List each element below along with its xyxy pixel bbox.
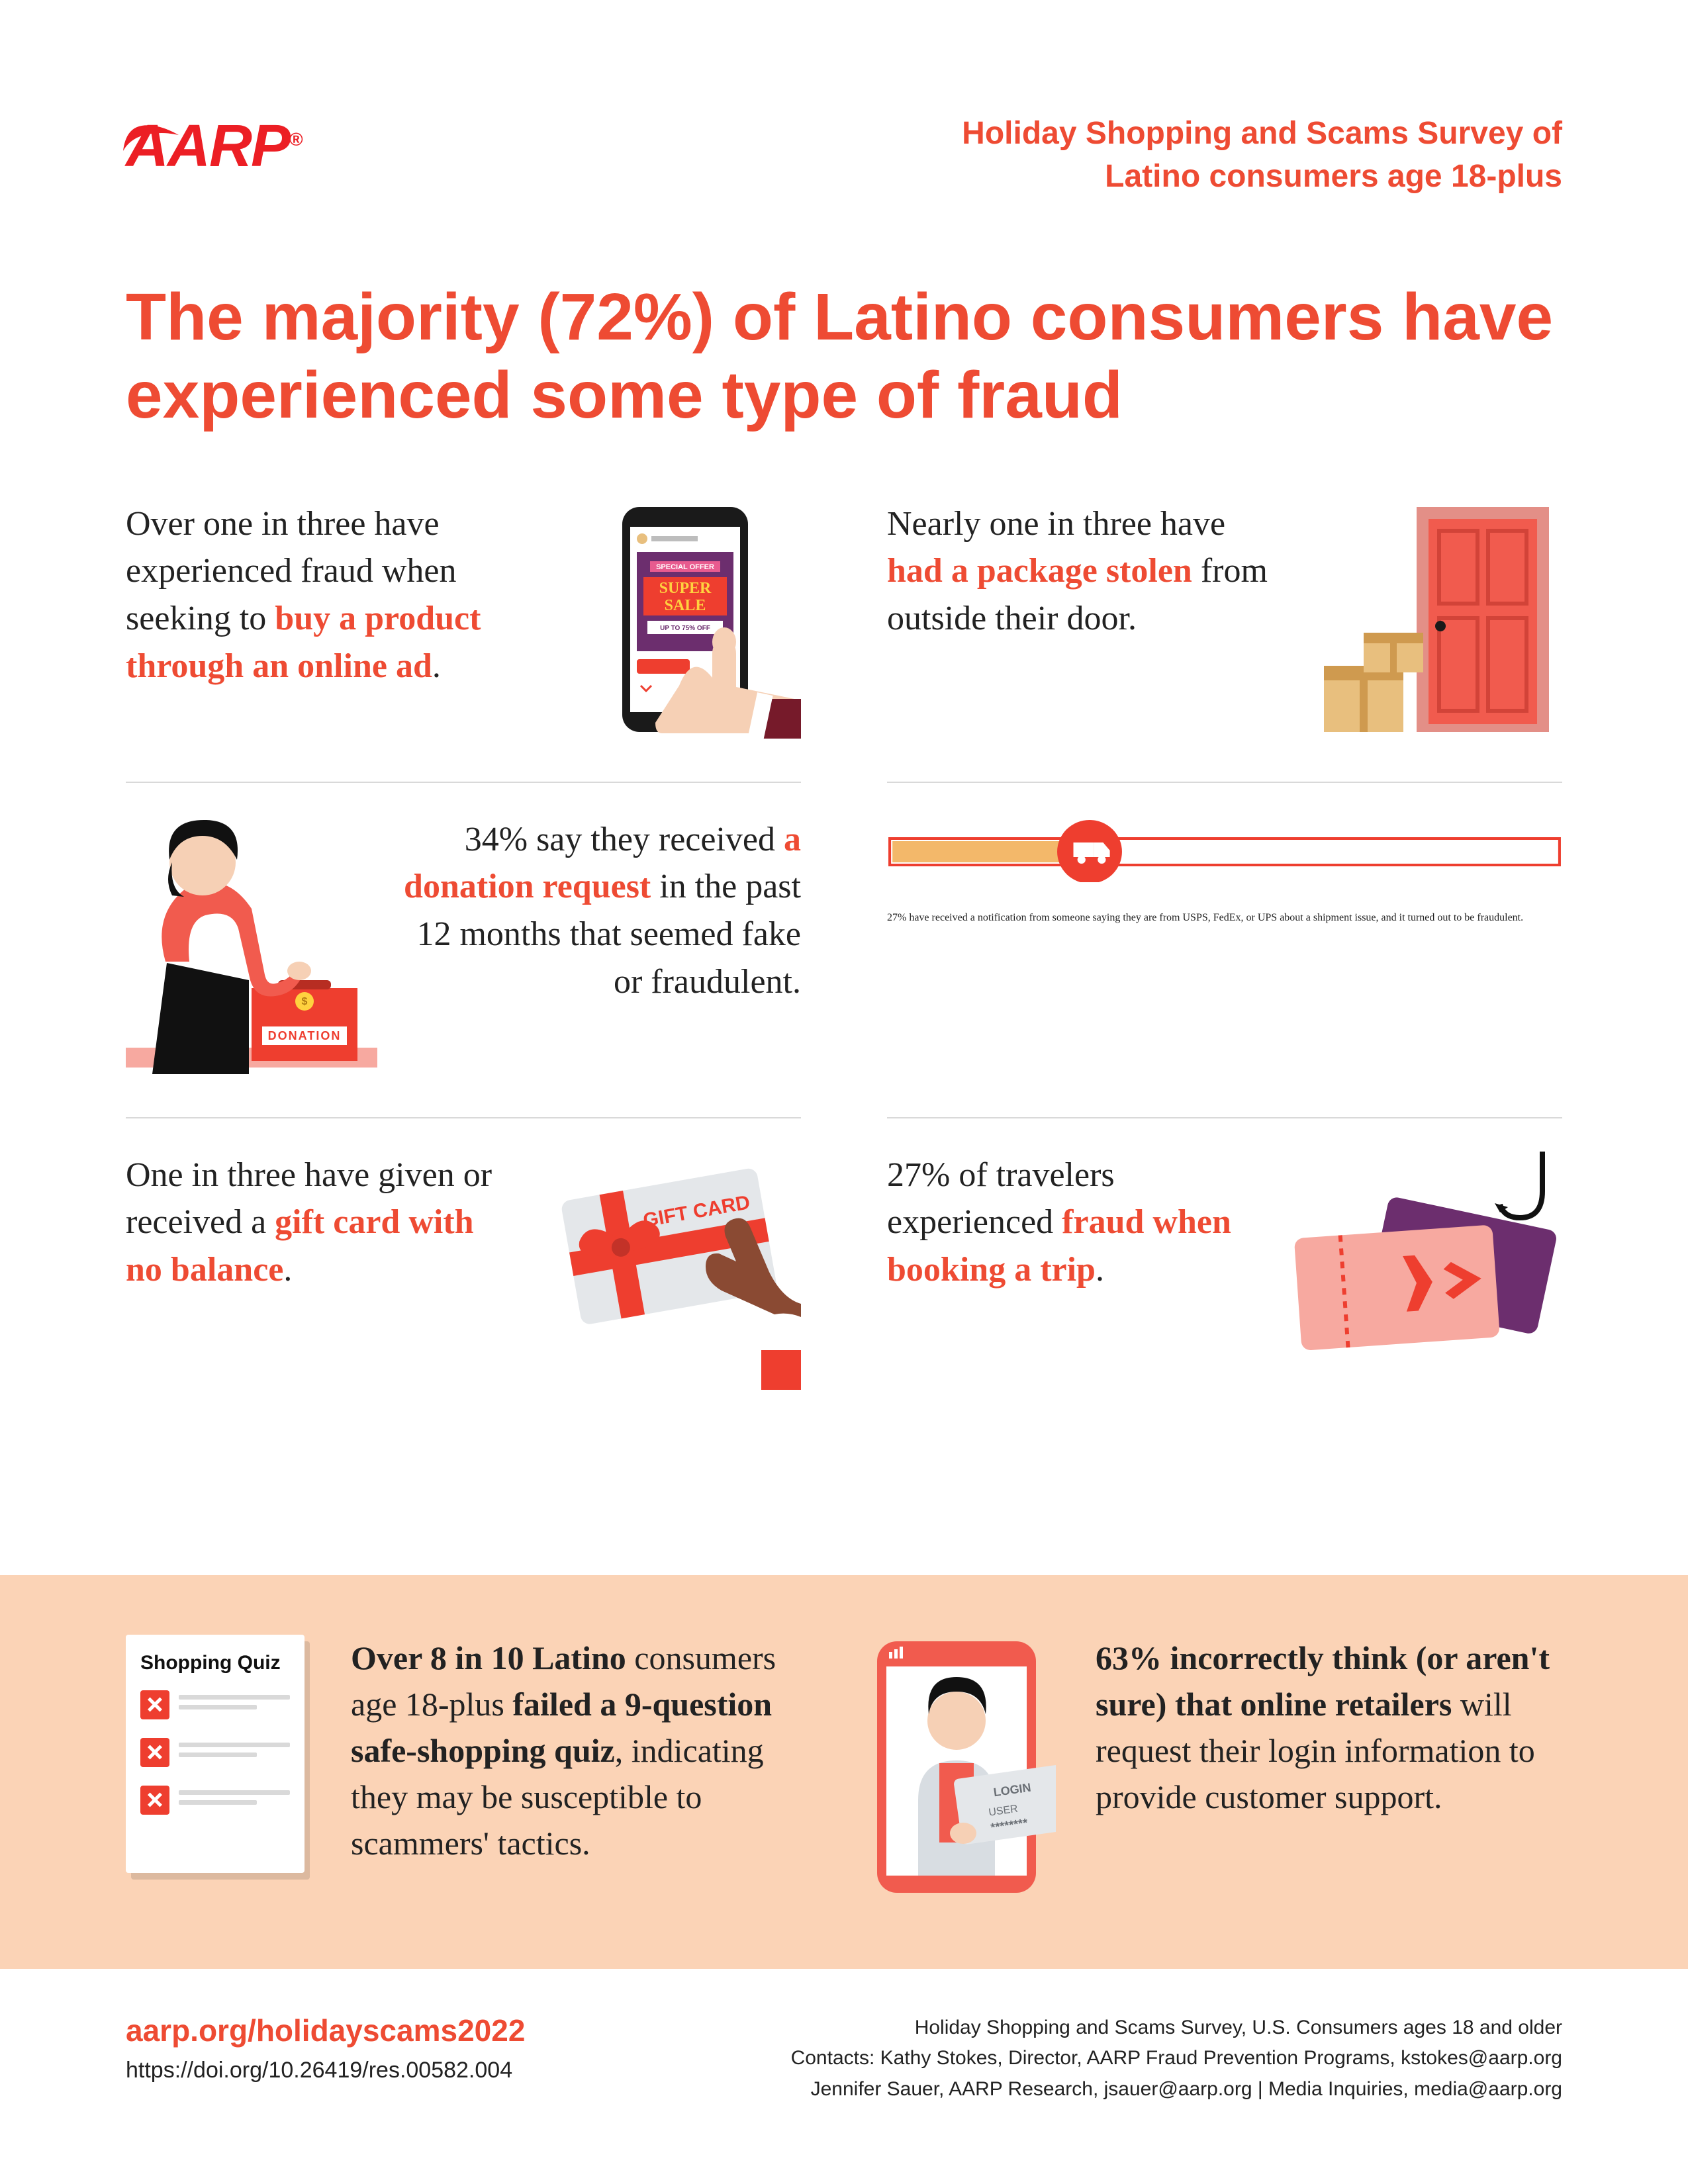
quiz-card-icon: Shopping Quiz	[126, 1635, 305, 1873]
stat-grid: Over one in three have experienced fraud…	[126, 500, 1562, 1433]
peach-left-text: Over 8 in 10 Latino consumers age 18-plu…	[351, 1635, 818, 1866]
svg-text:DONATION: DONATION	[268, 1029, 342, 1042]
footer-url: aarp.org/holidayscams2022	[126, 2013, 525, 2048]
footer-right: Holiday Shopping and Scams Survey, U.S. …	[791, 2013, 1562, 2105]
header: AARP® Holiday Shopping and Scams Survey …	[126, 113, 1562, 199]
quiz-row	[140, 1786, 290, 1815]
logo-registered: ®	[289, 129, 302, 150]
stat-giftcard-text: One in three have given or received a gi…	[126, 1152, 496, 1294]
footer-line: Jennifer Sauer, AARP Research, jsauer@aa…	[791, 2074, 1562, 2105]
stat-package-text: Nearly one in three have had a package s…	[887, 500, 1271, 643]
svg-text:SPECIAL OFFER: SPECIAL OFFER	[656, 563, 714, 571]
donation-icon: $ DONATION	[126, 816, 377, 1077]
x-icon	[140, 1690, 169, 1719]
stat-donation-text: 34% say they received a donation request…	[404, 816, 801, 1006]
survey-title: Holiday Shopping and Scams Survey of Lat…	[962, 113, 1562, 199]
login-phone-icon: LOGIN USER ********	[857, 1635, 1056, 1903]
svg-text:SUPER: SUPER	[659, 580, 712, 597]
stat-online-ad-text: Over one in three have experienced fraud…	[126, 500, 536, 690]
stat-shipment-text: 27% have received a notification from so…	[887, 912, 1562, 924]
stat-giftcard: One in three have given or received a gi…	[126, 1117, 801, 1433]
footer-line: Holiday Shopping and Scams Survey, U.S. …	[791, 2013, 1562, 2044]
logo-letters: AARP	[126, 113, 289, 179]
x-icon	[140, 1786, 169, 1815]
quiz-row	[140, 1738, 290, 1767]
giftcard-icon: GIFT CARD	[523, 1152, 801, 1393]
stat-shipment: 27% have received a notification from so…	[887, 782, 1562, 1117]
quiz-row	[140, 1690, 290, 1719]
peach-right-text: 63% incorrectly think (or aren't sure) t…	[1096, 1635, 1562, 1820]
svg-text:SALE: SALE	[665, 597, 706, 614]
stat-package-stolen: Nearly one in three have had a package s…	[887, 500, 1562, 782]
footer-doi: https://doi.org/10.26419/res.00582.004	[126, 2058, 525, 2083]
shipment-progress-icon	[887, 816, 1562, 886]
stat-travel-text: 27% of travelers experienced fraud when …	[887, 1152, 1231, 1294]
survey-title-line1: Holiday Shopping and Scams Survey of	[962, 116, 1562, 151]
aarp-logo: AARP®	[126, 113, 302, 181]
travel-ticket-icon	[1258, 1152, 1562, 1367]
survey-title-line2: Latino consumers age 18-plus	[1105, 159, 1562, 194]
phone-ad-icon: SPECIAL OFFER SUPER SALE UP TO 75% OFF	[563, 500, 801, 742]
peach-band: Shopping Quiz Over 8 in 10 Latino consum…	[0, 1575, 1688, 1969]
headline: The majority (72%) of Latino consumers h…	[126, 278, 1562, 434]
logo-text: AARP®	[126, 113, 302, 179]
stat-travel: 27% of travelers experienced fraud when …	[887, 1117, 1562, 1433]
footer-line: Contacts: Kathy Stokes, Director, AARP F…	[791, 2043, 1562, 2074]
svg-text:$: $	[302, 996, 308, 1007]
page: AARP® Holiday Shopping and Scams Survey …	[0, 0, 1688, 2184]
door-package-icon	[1297, 500, 1562, 742]
svg-text:UP TO 75% OFF: UP TO 75% OFF	[660, 625, 710, 632]
footer: aarp.org/holidayscams2022 https://doi.or…	[126, 2013, 1562, 2105]
stat-donation: $ DONATION 34% say they received a don	[126, 782, 801, 1117]
footer-left: aarp.org/holidayscams2022 https://doi.or…	[126, 2013, 525, 2083]
x-icon	[140, 1738, 169, 1767]
stat-online-ad: Over one in three have experienced fraud…	[126, 500, 801, 782]
quiz-title: Shopping Quiz	[140, 1652, 290, 1674]
